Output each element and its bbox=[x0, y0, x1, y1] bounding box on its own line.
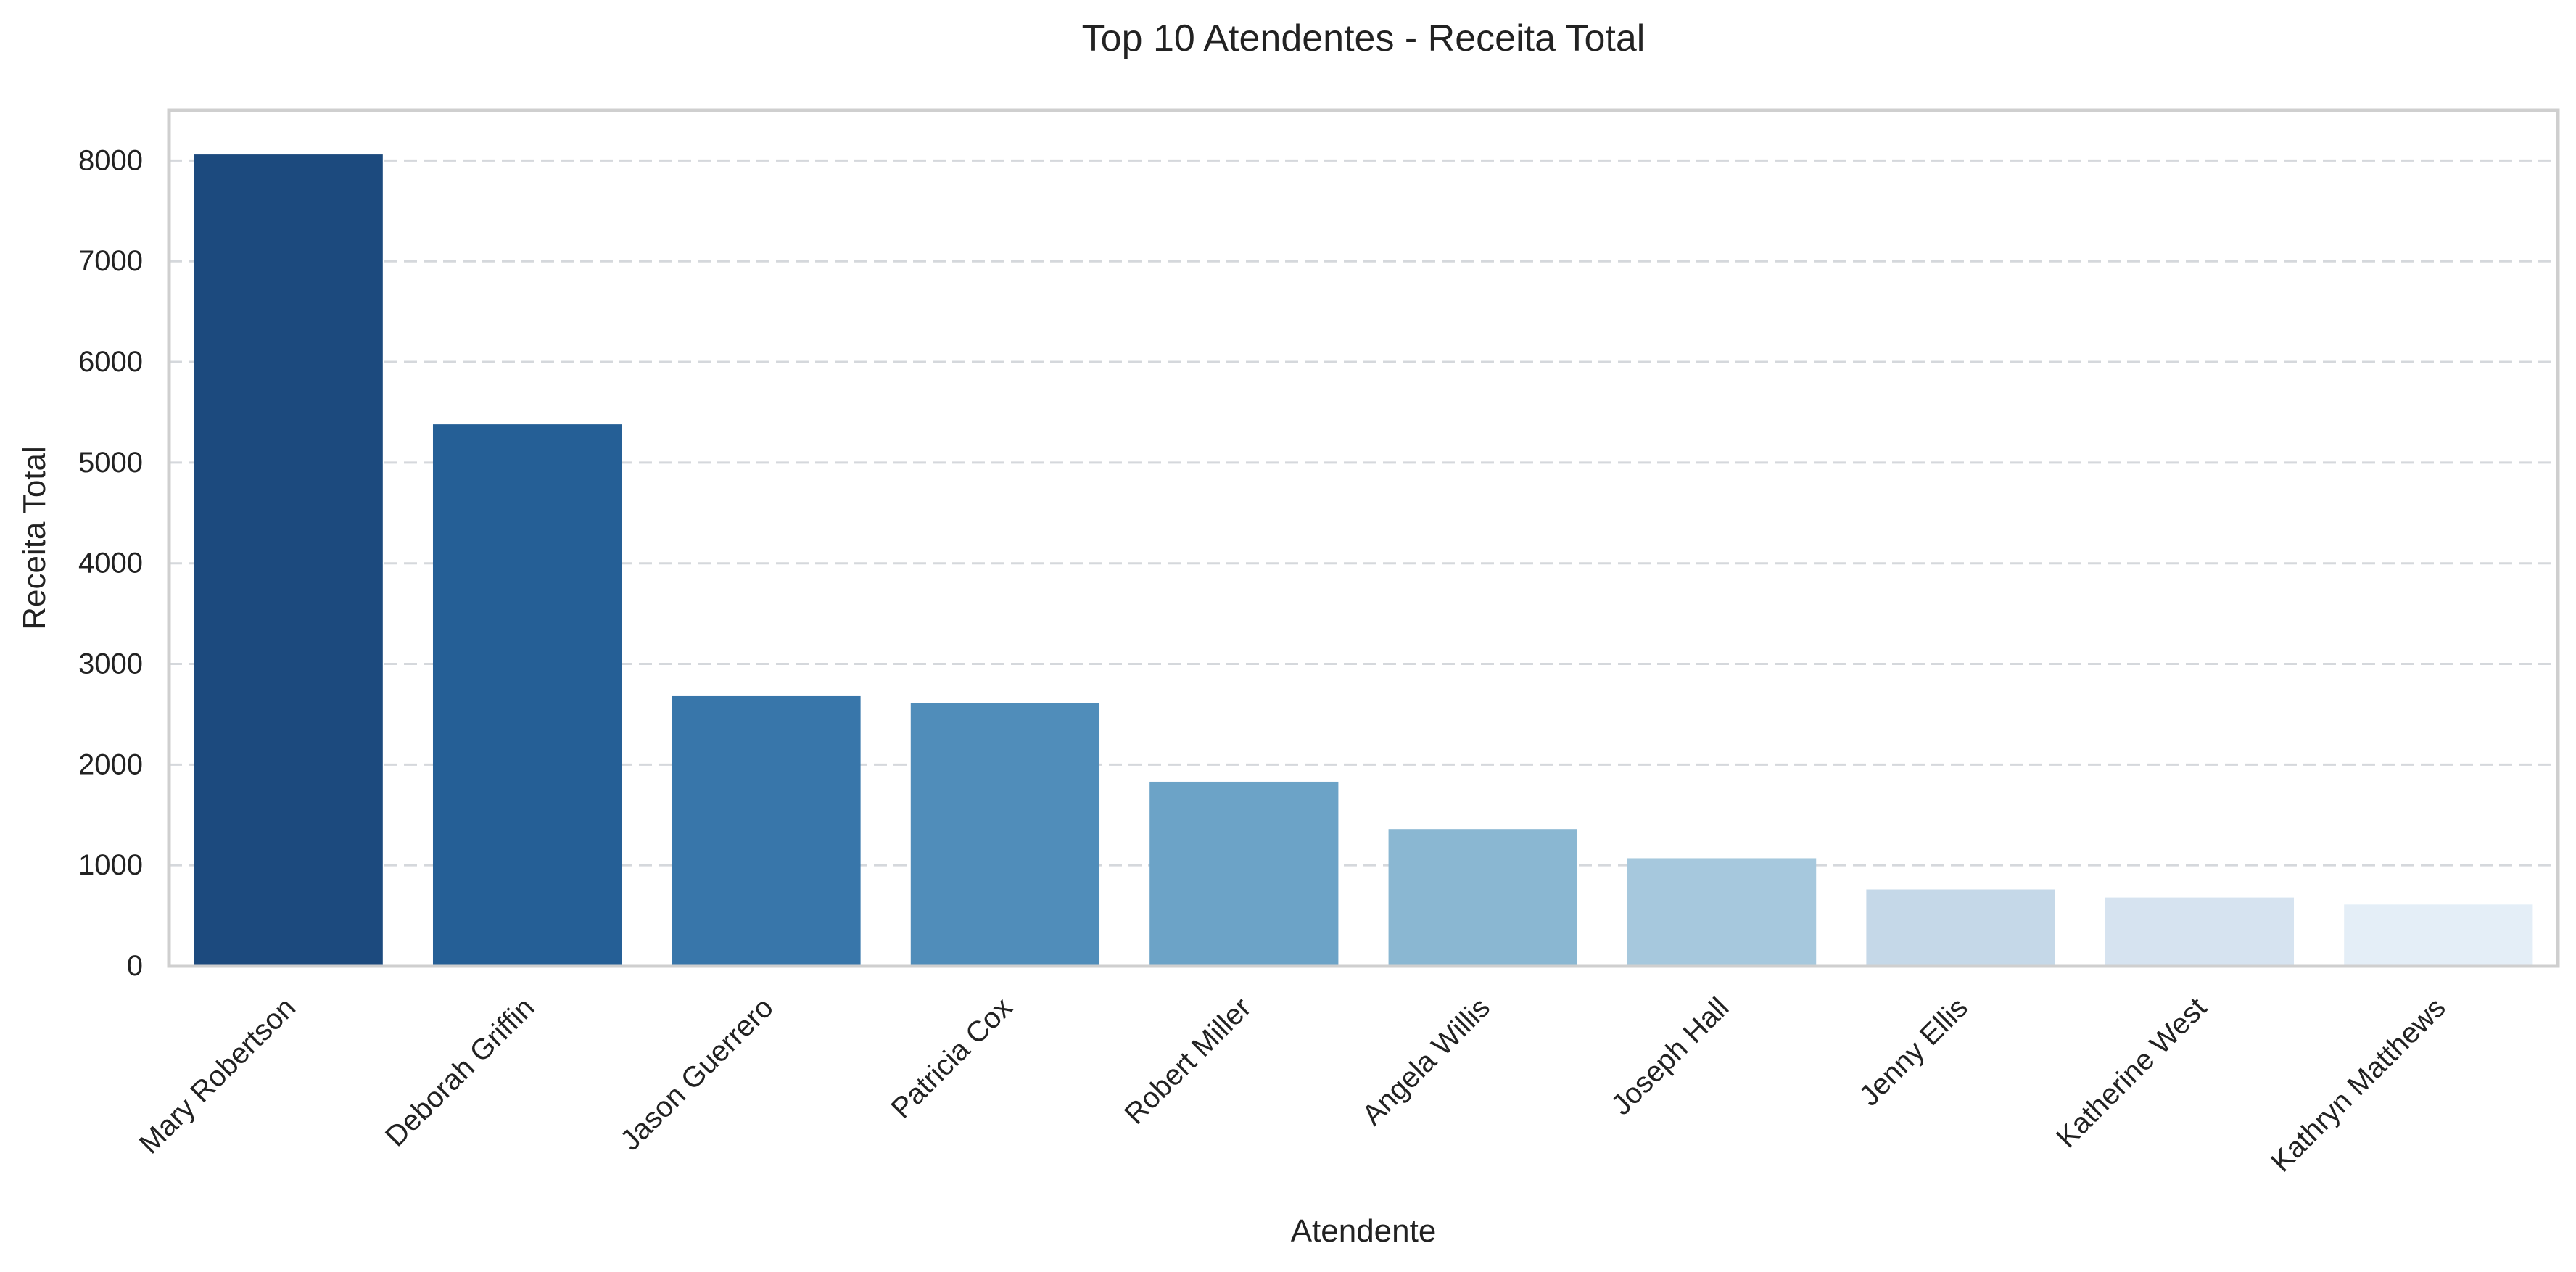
bar bbox=[2105, 897, 2295, 966]
bars bbox=[194, 154, 2533, 966]
bar bbox=[2344, 904, 2533, 966]
y-tick-label: 8000 bbox=[78, 144, 143, 176]
bar bbox=[910, 703, 1100, 966]
chart-title: Top 10 Atendentes - Receita Total bbox=[1082, 17, 1646, 59]
x-axis-label: Atendente bbox=[1291, 1213, 1437, 1249]
y-tick-label: 3000 bbox=[78, 648, 143, 680]
bar bbox=[1866, 889, 2055, 966]
bar bbox=[1149, 781, 1339, 966]
y-tick-label: 1000 bbox=[78, 849, 143, 881]
y-tick-label: 4000 bbox=[78, 548, 143, 579]
bar bbox=[1388, 829, 1577, 966]
y-tick-label: 7000 bbox=[78, 245, 143, 277]
bar bbox=[672, 695, 861, 966]
y-axis-label: Receita Total bbox=[17, 446, 52, 630]
y-tick-label: 5000 bbox=[78, 447, 143, 479]
y-tick-label: 6000 bbox=[78, 346, 143, 378]
y-tick-label: 2000 bbox=[78, 748, 143, 780]
bar bbox=[432, 424, 622, 966]
y-tick-label: 0 bbox=[127, 950, 143, 982]
bar bbox=[1627, 858, 1817, 966]
y-tick-labels: 0 1000 2000 3000 4000 5000 6000 7000 8000 bbox=[78, 144, 143, 982]
bar bbox=[194, 154, 383, 966]
plot-frame bbox=[167, 108, 2560, 968]
